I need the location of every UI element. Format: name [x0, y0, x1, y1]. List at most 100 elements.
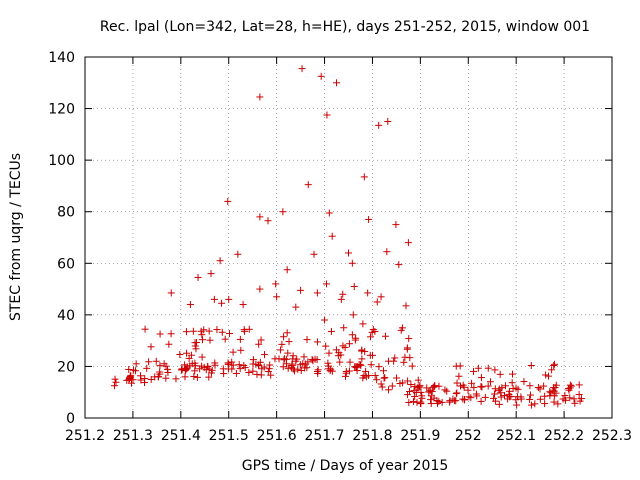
data-point [550, 360, 558, 368]
data-point [129, 366, 137, 374]
data-point [232, 369, 240, 377]
data-point [478, 383, 486, 391]
x-tick-label: 252.3 [592, 428, 632, 444]
data-point [359, 320, 367, 328]
data-point [497, 393, 505, 401]
data-point [561, 392, 569, 400]
data-point [264, 217, 272, 225]
data-point [414, 376, 422, 384]
data-point [438, 398, 446, 406]
data-point [207, 369, 215, 377]
data-point [162, 374, 170, 382]
y-tick-label: 140 [48, 50, 75, 66]
data-point [221, 335, 229, 343]
data-point [369, 325, 377, 333]
data-point [197, 327, 205, 335]
data-point [566, 394, 574, 402]
data-point [541, 400, 549, 408]
data-point [264, 368, 272, 376]
data-point [350, 282, 358, 290]
data-point [484, 364, 492, 372]
data-point [292, 303, 300, 311]
data-point [423, 384, 431, 392]
data-point [342, 368, 350, 376]
data-point [340, 324, 348, 332]
data-point [377, 380, 385, 388]
data-point [279, 363, 287, 371]
data-point [278, 340, 286, 348]
data-point [229, 361, 237, 369]
data-point [289, 352, 297, 360]
data-point [267, 371, 275, 379]
data-point [123, 376, 131, 384]
data-point [477, 382, 485, 390]
data-point [364, 289, 372, 297]
data-point [427, 396, 435, 404]
data-point [207, 270, 215, 278]
data-point [527, 401, 535, 409]
data-point [313, 367, 321, 375]
data-point [193, 373, 201, 381]
data-point [125, 365, 133, 373]
data-point [206, 336, 214, 344]
data-point [256, 213, 264, 221]
data-point [371, 372, 379, 380]
data-point [405, 335, 413, 343]
data-point [317, 72, 325, 80]
data-point [379, 367, 387, 375]
data-point [550, 398, 558, 406]
data-point [294, 365, 302, 373]
data-point [548, 366, 556, 374]
data-point [441, 386, 449, 394]
x-tick-label: 251.3 [113, 428, 153, 444]
data-point [280, 333, 288, 341]
data-point [536, 395, 544, 403]
data-point [496, 370, 504, 378]
data-point [341, 372, 349, 380]
grid-lines [85, 57, 612, 418]
data-point [271, 355, 279, 363]
chart-title: Rec. lpal (Lon=342, Lat=28, h=HE), days … [100, 19, 590, 35]
data-point [453, 389, 461, 397]
y-tick-label: 60 [57, 256, 75, 272]
data-point [381, 374, 389, 382]
data-point [345, 249, 352, 257]
data-point [339, 290, 347, 298]
data-point [348, 259, 356, 267]
data-point [566, 381, 574, 389]
y-tick-label: 40 [57, 308, 75, 324]
data-point [576, 397, 584, 405]
data-point [156, 368, 164, 376]
data-point [224, 197, 232, 205]
y-tick-label: 80 [57, 205, 75, 221]
data-point [393, 374, 401, 382]
data-point [304, 181, 312, 189]
data-point [404, 377, 412, 385]
data-point [325, 209, 333, 217]
x-tick-label: 252.2 [544, 428, 584, 444]
data-point [512, 384, 520, 392]
plot-frame [84, 56, 613, 419]
data-point [163, 365, 171, 373]
data-point [405, 398, 413, 406]
data-point [527, 361, 535, 369]
data-point [536, 385, 544, 393]
data-point [425, 388, 433, 396]
data-point [366, 333, 374, 341]
data-point [226, 330, 234, 338]
data-point [181, 365, 189, 373]
data-point [427, 400, 435, 408]
data-point [198, 353, 206, 361]
data-point [554, 400, 562, 408]
data-point [355, 360, 363, 368]
data-point [218, 299, 226, 307]
data-point [239, 301, 247, 309]
data-point [333, 79, 341, 87]
data-point [256, 93, 264, 101]
data-point [484, 382, 492, 390]
data-point [328, 232, 336, 240]
data-point [526, 395, 534, 403]
data-point [467, 394, 475, 402]
data-point [375, 363, 383, 371]
data-point [552, 381, 560, 389]
